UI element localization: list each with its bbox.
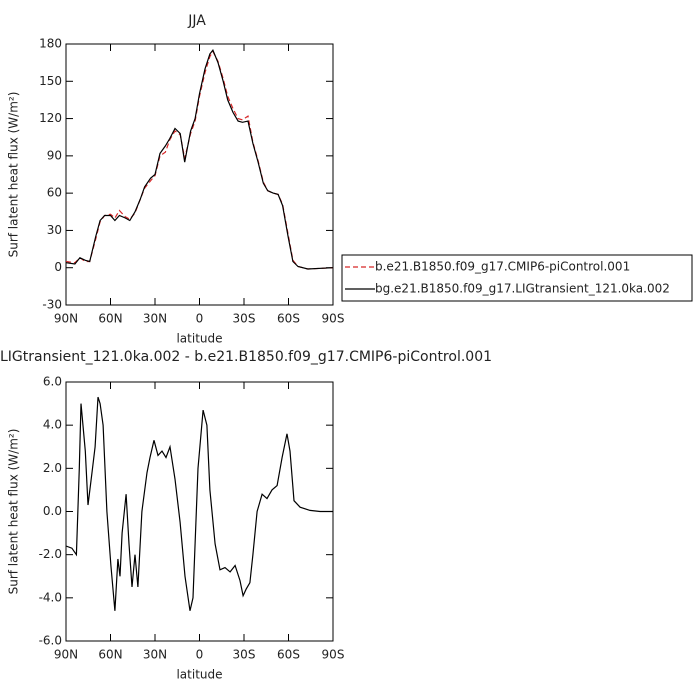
- y-tick-label: 30: [47, 223, 62, 237]
- x-tick-label: 90S: [322, 648, 345, 662]
- x-tick-label: 0: [196, 648, 204, 662]
- x-tick-label: 90N: [54, 648, 78, 662]
- x-axis-label: latitude: [176, 668, 222, 682]
- y-tick-label: 90: [47, 148, 62, 162]
- data-line: [65, 396, 333, 611]
- y-tick-label: 60: [47, 186, 62, 200]
- y-tick-label: 120: [39, 111, 62, 125]
- chart-title: JJA: [187, 13, 206, 29]
- legend-label: b.e21.B1850.f09_g17.CMIP6-piControl.001: [375, 260, 630, 274]
- x-tick-label: 60S: [277, 648, 300, 662]
- plot-frame: [65, 381, 334, 642]
- x-tick-label: 0: [196, 312, 204, 326]
- chart-title: LIGtransient_121.0ka.002 - b.e21.B1850.f…: [0, 349, 492, 365]
- x-tick-label: 30N: [143, 312, 167, 326]
- data-line: [65, 50, 334, 270]
- y-tick-label: 4.0: [43, 418, 62, 432]
- y-tick-label: 150: [39, 74, 62, 88]
- data-line: [65, 49, 334, 270]
- x-tick-label: 30S: [233, 648, 256, 662]
- y-tick-label: -2.0: [39, 547, 62, 561]
- y-tick-label: -4.0: [39, 590, 62, 604]
- y-tick-label: -30: [42, 298, 62, 312]
- legend-label: bg.e21.B1850.f09_g17.LIGtransient_121.0k…: [375, 282, 670, 296]
- x-tick-label: 30S: [233, 312, 256, 326]
- x-tick-label: 90S: [322, 312, 345, 326]
- x-tick-label: 60N: [98, 648, 122, 662]
- legend-box: [341, 254, 693, 302]
- y-tick-label: 6.0: [43, 375, 62, 389]
- y-tick-label: 180: [39, 37, 62, 51]
- x-tick-label: 60N: [98, 312, 122, 326]
- y-axis-label: Surf latent heat flux (W/m²): [7, 92, 21, 258]
- y-tick-label: -6.0: [39, 634, 62, 648]
- y-tick-label: 0: [54, 260, 62, 274]
- x-tick-label: 60S: [277, 312, 300, 326]
- y-axis-label: Surf latent heat flux (W/m²): [7, 429, 21, 595]
- y-tick-label: 0.0: [43, 504, 62, 518]
- x-tick-label: 90N: [54, 312, 78, 326]
- x-tick-label: 30N: [143, 648, 167, 662]
- plot-frame: [65, 43, 334, 306]
- x-axis-label: latitude: [176, 332, 222, 346]
- y-tick-label: 2.0: [43, 461, 62, 475]
